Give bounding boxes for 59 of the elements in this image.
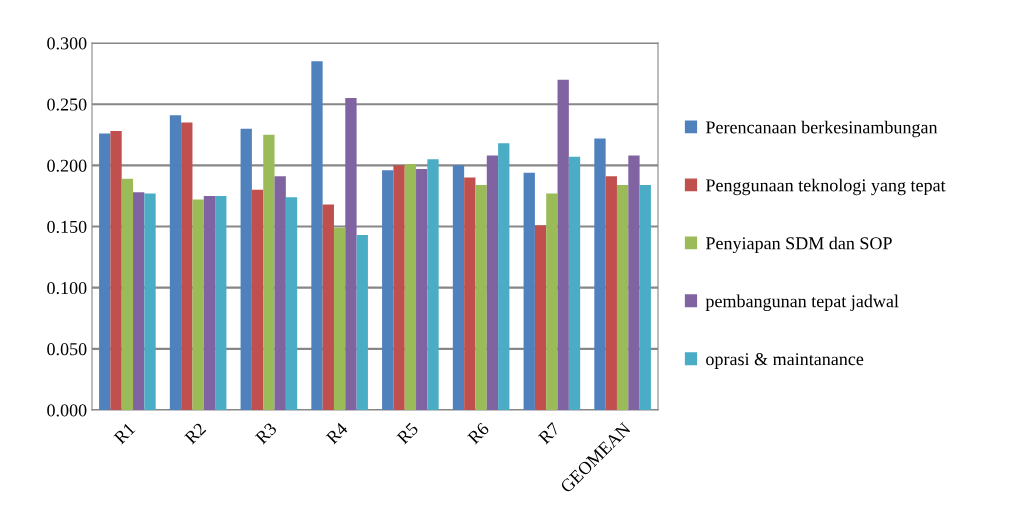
bar xyxy=(311,61,323,410)
bar xyxy=(274,176,286,410)
bar xyxy=(240,128,252,410)
bar xyxy=(99,133,111,410)
bar xyxy=(345,98,357,410)
bar xyxy=(181,122,193,410)
bar xyxy=(285,197,298,410)
y-tick-label: 0.100 xyxy=(47,281,87,295)
bar xyxy=(427,159,439,410)
x-tick-label: R7 xyxy=(537,421,561,445)
x-tick-label: R1 xyxy=(113,422,136,445)
bar xyxy=(356,235,368,410)
y-tick-label: 0.250 xyxy=(47,98,87,111)
legend-label: Penyiapan SDM dan SOP xyxy=(705,236,892,254)
bar xyxy=(523,172,535,410)
bar xyxy=(203,195,216,410)
bar xyxy=(144,193,156,410)
legend-label: pembangunan tepat jadwal xyxy=(705,294,899,312)
bar xyxy=(404,164,417,410)
x-tick-label: R5 xyxy=(396,422,419,445)
bar xyxy=(594,138,606,410)
bar xyxy=(628,155,640,410)
bar xyxy=(605,176,617,410)
y-tick-label: 0.200 xyxy=(47,159,87,172)
bar xyxy=(557,79,569,410)
legend-label: Penggunaan teknologi yang tepat xyxy=(705,178,946,196)
bar xyxy=(133,192,145,410)
y-tick-label: 0.150 xyxy=(47,220,87,234)
bar xyxy=(534,225,547,410)
bar xyxy=(639,184,651,410)
bar xyxy=(110,131,122,410)
x-tick-label: R4 xyxy=(325,421,349,445)
bar xyxy=(322,204,334,410)
legend-label: Perencanaan berkesinambungan xyxy=(705,120,938,138)
bar xyxy=(192,199,204,410)
bar xyxy=(382,170,394,410)
bar xyxy=(251,189,264,410)
y-tick-label: 0.050 xyxy=(47,343,87,356)
bar xyxy=(263,134,275,410)
y-tick-label: 0.000 xyxy=(47,404,87,417)
bar xyxy=(333,227,346,410)
x-tick-label: R3 xyxy=(254,422,278,445)
bar xyxy=(215,195,227,410)
bar xyxy=(498,143,510,410)
x-tick-label: R2 xyxy=(184,422,207,445)
bar xyxy=(416,169,428,410)
legend-label: oprasi & maintanance xyxy=(706,353,864,369)
x-tick-label: R6 xyxy=(467,421,490,445)
bar xyxy=(452,165,465,410)
bar xyxy=(616,184,629,410)
y-tick-label: 0.300 xyxy=(47,37,87,50)
bar xyxy=(475,184,487,410)
bar xyxy=(568,156,581,410)
bar xyxy=(464,177,476,410)
bar xyxy=(121,178,134,410)
bar xyxy=(486,155,499,410)
bar xyxy=(393,165,405,410)
bar xyxy=(169,115,182,410)
bar xyxy=(546,193,558,410)
